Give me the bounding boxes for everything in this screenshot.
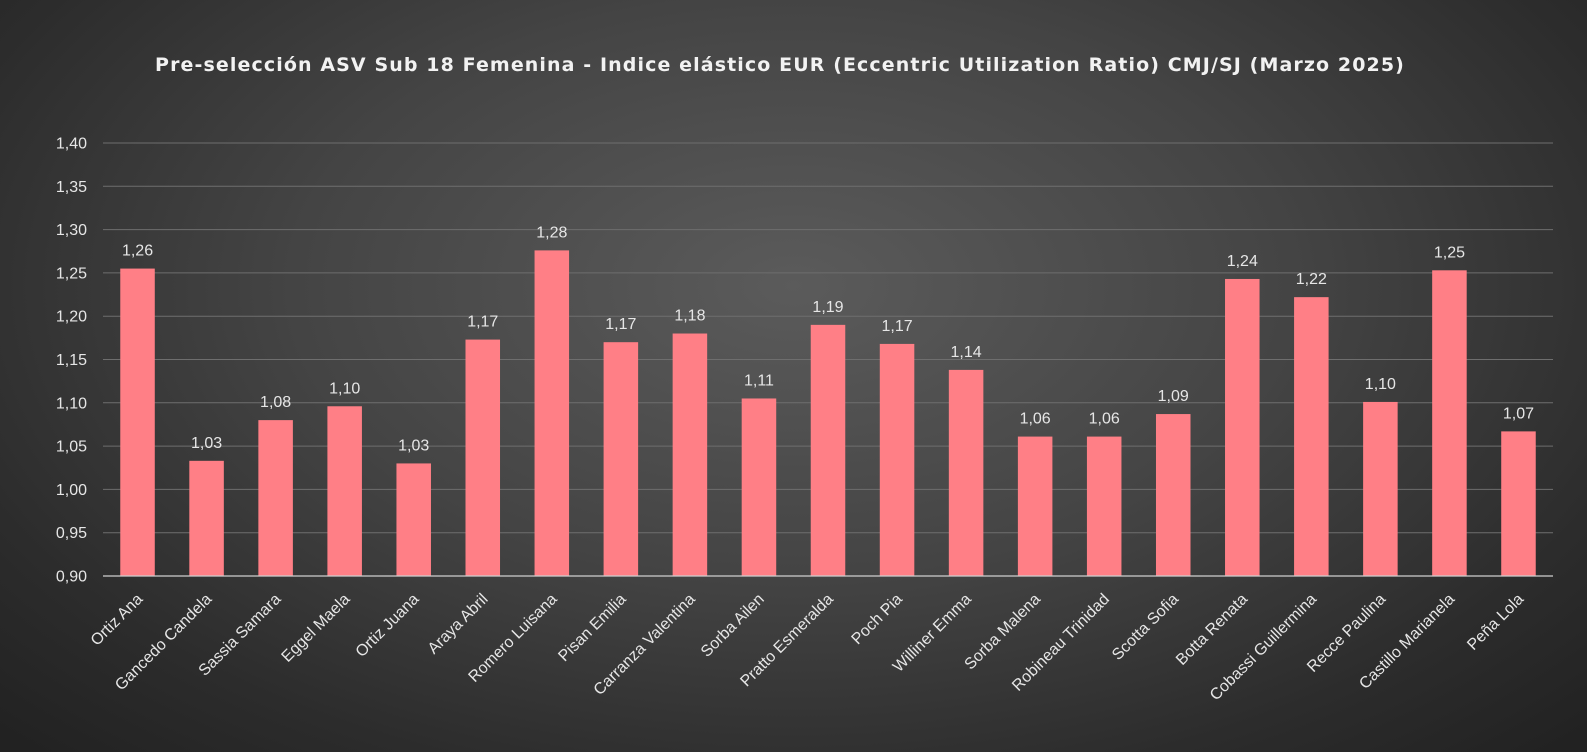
bar	[534, 250, 570, 576]
data-label: 1,11	[744, 372, 774, 389]
data-label: 1,17	[881, 318, 912, 335]
y-tick-label: 0,90	[56, 569, 87, 586]
bar	[879, 343, 915, 576]
data-label: 1,22	[1296, 271, 1327, 288]
data-label: 1,06	[1020, 411, 1051, 428]
bar	[1225, 278, 1260, 576]
y-tick-label: 1,30	[56, 222, 87, 239]
x-tick-label: Ortiz Juana	[353, 591, 423, 661]
x-tick-label: Pisan Emilia	[555, 591, 629, 665]
data-label: 1,17	[467, 314, 498, 331]
data-label: 1,03	[398, 437, 429, 454]
data-labels: 1,26 1,03 1,08 1,10 1,03 1,17 1,28 1,17 1,18 1,11…	[122, 224, 1534, 454]
bar	[603, 342, 639, 576]
data-label: 1,07	[1503, 405, 1534, 422]
y-tick-label: 1,40	[56, 136, 87, 153]
bar	[948, 369, 984, 576]
chart-title: Pre-selección ASV Sub 18 Femenina - Indi…	[155, 54, 1405, 76]
bar	[465, 339, 501, 576]
bar	[741, 398, 777, 576]
bar	[1017, 436, 1053, 576]
data-label: 1,03	[191, 435, 222, 452]
bar	[672, 333, 708, 576]
data-label: 1,14	[951, 344, 982, 361]
data-label: 1,10	[329, 380, 360, 397]
y-tick-label: 1,20	[56, 309, 87, 326]
data-label: 1,26	[122, 243, 153, 260]
x-tick-label: Eggel Maela	[279, 591, 354, 666]
y-tick-label: 1,25	[56, 265, 87, 282]
x-tick-label: Peña Lola	[1464, 591, 1527, 654]
data-label: 1,28	[536, 224, 567, 241]
bar	[258, 420, 293, 576]
y-tick-label: 1,00	[56, 482, 87, 499]
x-tick-label: Scotta Sofia	[1109, 591, 1182, 664]
data-label: 1,06	[1089, 411, 1120, 428]
y-tick-label: 1,15	[56, 352, 87, 369]
x-tick-label: Ortiz Ana	[88, 591, 147, 650]
data-label: 1,17	[605, 316, 636, 333]
bar	[1086, 436, 1122, 576]
y-axis-ticks: 0,90 0,95 1,00 1,05 1,10 1,15 1,20 1,25 1,30 1,35…	[56, 136, 87, 586]
bars	[120, 250, 1536, 576]
data-label: 1,08	[260, 394, 291, 411]
y-tick-label: 1,10	[56, 395, 87, 412]
bar	[1155, 414, 1191, 576]
bar	[189, 460, 224, 576]
data-label: 1,09	[1158, 388, 1189, 405]
data-label: 1,24	[1227, 253, 1258, 270]
x-tick-label: Poch Pia	[849, 591, 906, 648]
data-label: 1,19	[812, 299, 843, 316]
x-tick-label: Sorba Ailen	[698, 591, 768, 661]
bar	[1432, 270, 1467, 576]
bar	[327, 406, 362, 576]
y-tick-label: 0,95	[56, 525, 87, 542]
x-tick-label: Botta Renata	[1173, 591, 1251, 669]
data-label: 1,25	[1434, 244, 1465, 261]
bar	[1363, 401, 1398, 576]
bar	[120, 268, 155, 576]
x-tick-label: Araya Abril	[425, 591, 492, 658]
y-tick-label: 1,35	[56, 179, 87, 196]
y-tick-label: 1,05	[56, 439, 87, 456]
bar	[1294, 297, 1329, 576]
bar	[1501, 431, 1536, 576]
bar	[810, 324, 846, 576]
data-label: 1,18	[674, 308, 705, 325]
bar	[396, 463, 431, 576]
data-label: 1,10	[1365, 376, 1396, 393]
